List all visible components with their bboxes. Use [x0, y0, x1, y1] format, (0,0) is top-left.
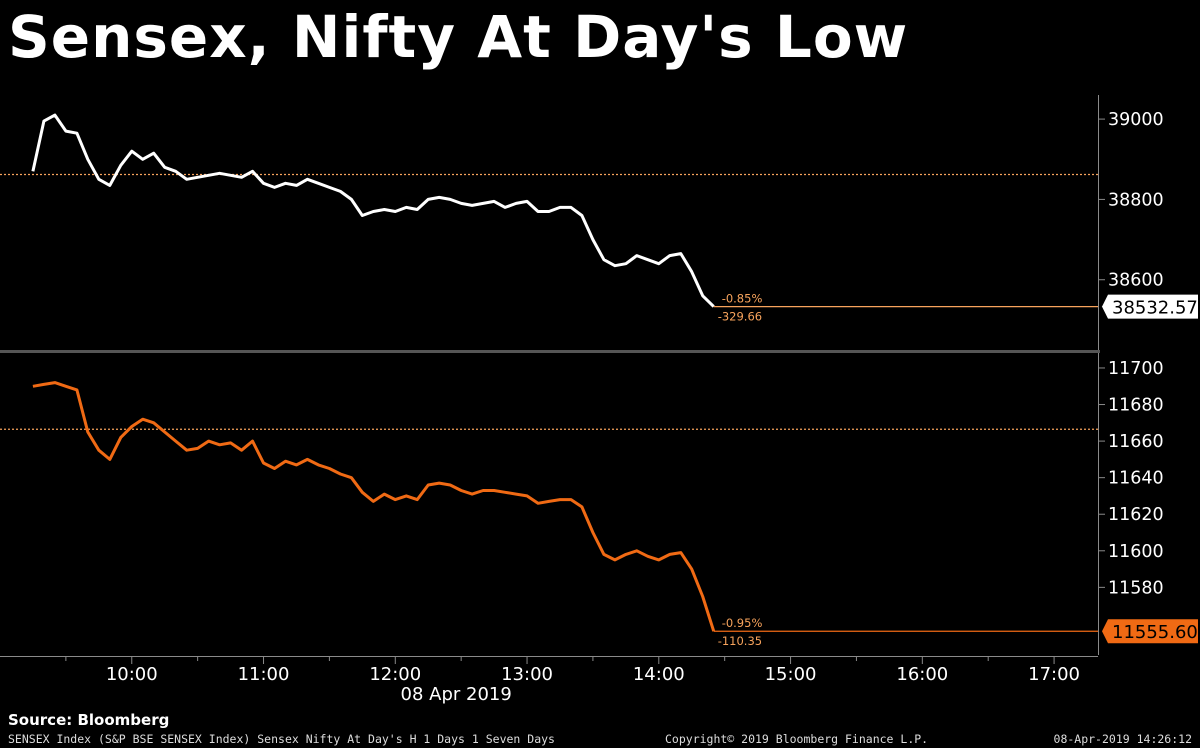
y-tick-label-sensex: 39000 — [1108, 110, 1164, 130]
source-label: Source: Bloomberg — [8, 711, 170, 729]
footer-copyright: Copyright© 2019 Bloomberg Finance L.P. — [665, 732, 929, 746]
change-abs-nifty: -110.35 — [718, 634, 762, 648]
change-pct-nifty: -0.95% — [722, 616, 763, 630]
x-tick-label: 12:00 — [369, 664, 421, 685]
x-tick-label: 16:00 — [896, 664, 948, 685]
footer-timestamp: 08-Apr-2019 14:26:12 — [1053, 732, 1192, 746]
y-tick-label-nifty: 11640 — [1108, 469, 1164, 489]
x-tick-label: 14:00 — [633, 664, 685, 685]
panel-divider — [0, 350, 1100, 353]
last-value-badge-nifty — [1102, 619, 1198, 644]
last-value-badge-sensex — [1102, 294, 1198, 319]
x-tick-label: 10:00 — [106, 664, 158, 685]
last-value-label-nifty: 11555.60 — [1112, 622, 1198, 643]
chart-title: Sensex, Nifty At Day's Low — [8, 3, 909, 71]
change-pct-sensex: -0.85% — [722, 292, 763, 306]
y-tick-label-sensex: 38800 — [1108, 190, 1164, 210]
y-tick-label-nifty: 11660 — [1108, 432, 1164, 452]
footer-description: SENSEX Index (S&P BSE SENSEX Index) Sens… — [8, 732, 555, 746]
series-line-sensex — [31, 113, 715, 308]
y-tick-label-nifty: 11620 — [1108, 505, 1164, 525]
x-tick-label: 11:00 — [238, 664, 290, 685]
x-tick-label: 13:00 — [501, 664, 553, 685]
change-abs-sensex: -329.66 — [718, 310, 762, 324]
last-value-label-sensex: 38532.57 — [1112, 298, 1198, 319]
y-tick-label-nifty: 11580 — [1108, 578, 1164, 598]
y-tick-label-nifty: 11680 — [1108, 396, 1164, 416]
x-tick-label: 17:00 — [1028, 664, 1080, 685]
series-line-nifty — [32, 381, 716, 632]
y-tick-label-nifty: 11700 — [1108, 359, 1164, 379]
x-date-label: 08 Apr 2019 — [401, 684, 512, 705]
y-tick-label-sensex: 38600 — [1108, 271, 1164, 291]
x-tick-label: 15:00 — [765, 664, 817, 685]
y-tick-label-nifty: 11600 — [1108, 542, 1164, 562]
